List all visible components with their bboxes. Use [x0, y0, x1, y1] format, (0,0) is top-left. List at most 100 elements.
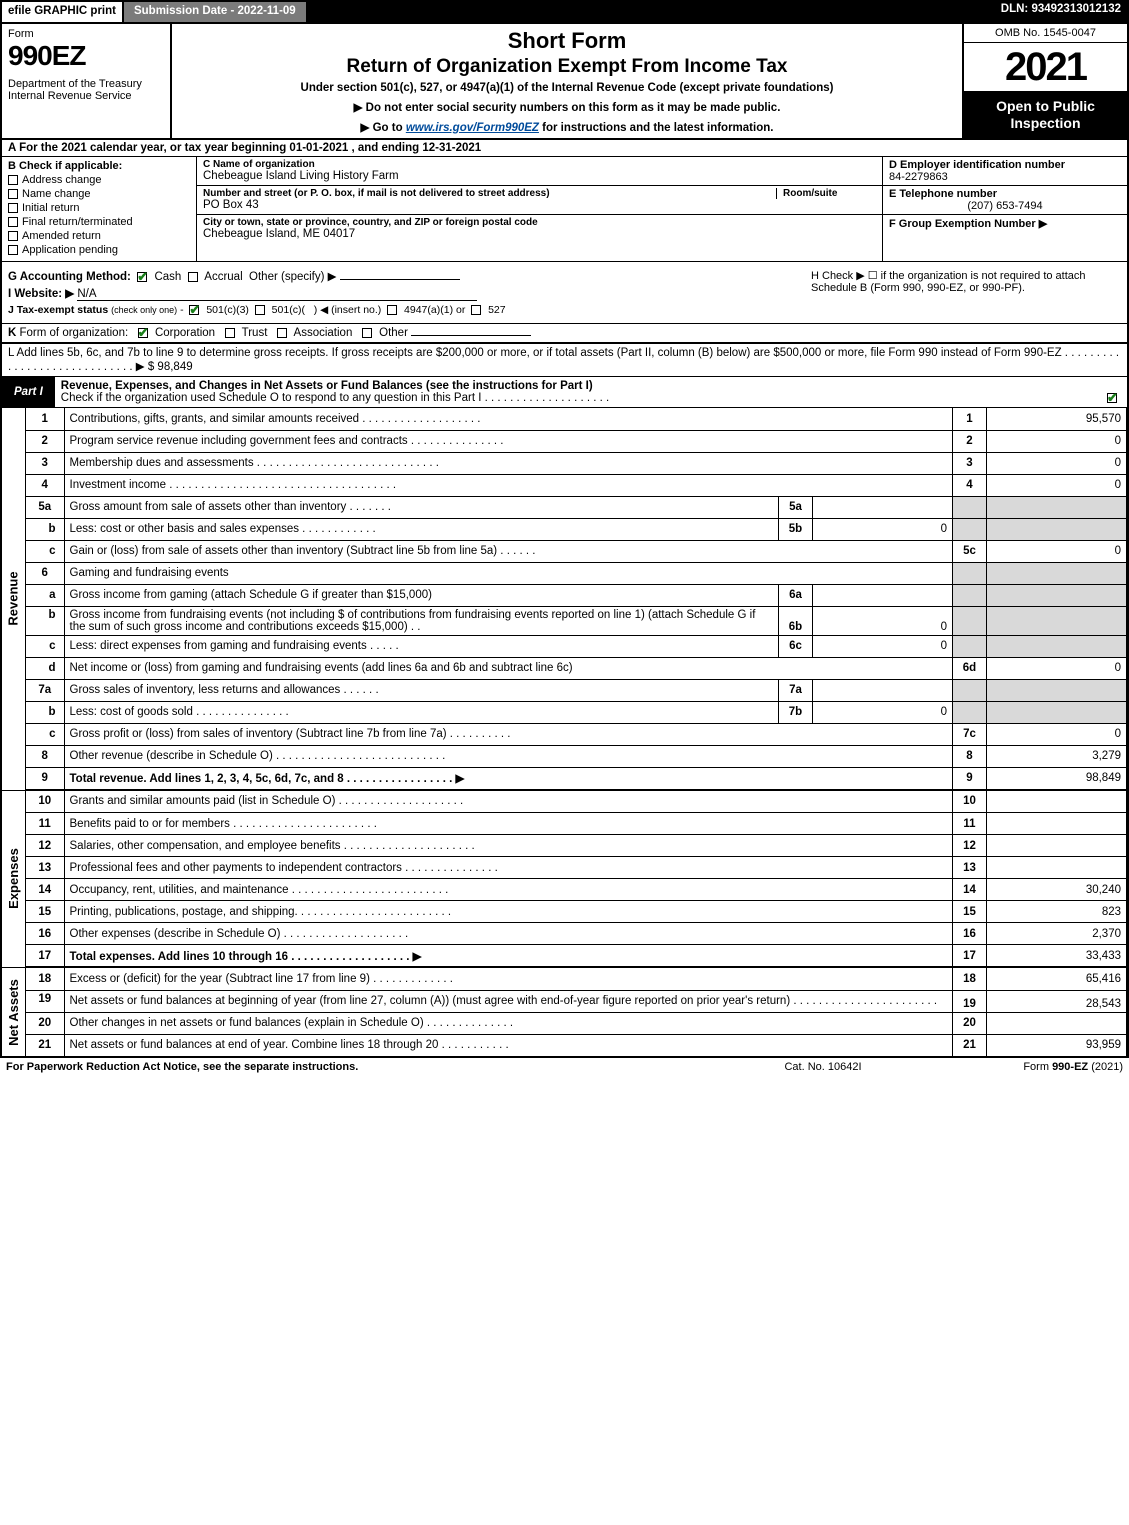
top-bar: efile GRAPHIC print Submission Date - 20… — [0, 0, 1129, 24]
chk-501c[interactable] — [255, 305, 265, 315]
city-label: City or town, state or province, country… — [203, 217, 876, 228]
submission-date: Submission Date - 2022-11-09 — [124, 0, 308, 24]
section-c-wrap: C Name of organization Chebeague Island … — [197, 157, 1127, 261]
chk-527[interactable] — [471, 305, 481, 315]
section-e: E Telephone number (207) 653-7494 — [882, 186, 1127, 215]
chk-4947[interactable] — [387, 305, 397, 315]
form-number: 990EZ — [8, 40, 164, 72]
e-label: E Telephone number — [889, 188, 1121, 200]
other-label: Other (specify) ▶ — [249, 271, 336, 283]
section-c-street: Number and street (or P. O. box, if mail… — [197, 186, 882, 215]
tax-year: 2021 — [964, 43, 1127, 92]
part-i-label: Part I — [2, 383, 55, 401]
footer-formref: Form 990-EZ (2021) — [923, 1061, 1123, 1073]
dln: DLN: 93492313012132 — [993, 0, 1129, 24]
revenue-section: Revenue 1Contributions, gifts, grants, a… — [2, 408, 1127, 791]
chk-address-change[interactable]: Address change — [8, 174, 190, 186]
line-11: 11Benefits paid to or for members . . . … — [26, 813, 1127, 835]
line-6a: aGross income from gaming (attach Schedu… — [26, 584, 1127, 606]
expenses-section: Expenses 10Grants and similar amounts pa… — [2, 791, 1127, 969]
city-state-zip: Chebeague Island, ME 04017 — [203, 228, 876, 240]
net-assets-side-label: Net Assets — [2, 968, 26, 1056]
part-i-check-text: Check if the organization used Schedule … — [61, 392, 1101, 404]
chk-application-pending[interactable]: Application pending — [8, 244, 190, 256]
footer-paperwork: For Paperwork Reduction Act Notice, see … — [6, 1061, 723, 1073]
omb-number: OMB No. 1545-0047 — [964, 24, 1127, 43]
header-left: Form 990EZ Department of the Treasury In… — [2, 24, 172, 138]
row-g-h: H Check ▶ ☐ if the organization is not r… — [8, 269, 1121, 283]
chk-accrual[interactable] — [188, 272, 198, 282]
line-6c: cLess: direct expenses from gaming and f… — [26, 635, 1127, 657]
form-label: Form — [8, 28, 164, 40]
chk-cash[interactable] — [137, 272, 147, 282]
subtitle: Under section 501(c), 527, or 4947(a)(1)… — [180, 82, 954, 94]
other-org-input[interactable] — [411, 335, 531, 336]
line-7c: cGross profit or (loss) from sales of in… — [26, 723, 1127, 745]
expenses-table: 10Grants and similar amounts paid (list … — [26, 791, 1127, 968]
section-d: D Employer identification number 84-2279… — [882, 157, 1127, 186]
ssn-note: ▶ Do not enter social security numbers o… — [180, 100, 954, 114]
section-b: B Check if applicable: Address change Na… — [2, 157, 197, 261]
line-8: 8Other revenue (describe in Schedule O) … — [26, 745, 1127, 767]
rows-g-h-i-j: H Check ▶ ☐ if the organization is not r… — [2, 262, 1127, 324]
irs-link[interactable]: www.irs.gov/Form990EZ — [406, 122, 539, 134]
line-6d: dNet income or (loss) from gaming and fu… — [26, 657, 1127, 679]
section-b-through-f: B Check if applicable: Address change Na… — [2, 157, 1127, 262]
footer-catno: Cat. No. 10642I — [723, 1061, 923, 1073]
line-10: 10Grants and similar amounts paid (list … — [26, 791, 1127, 813]
row-l: L Add lines 5b, 6c, and 7b to line 9 to … — [2, 344, 1127, 377]
chk-trust[interactable] — [225, 328, 235, 338]
line-1: 1Contributions, gifts, grants, and simil… — [26, 408, 1127, 430]
efile-label[interactable]: efile GRAPHIC print — [0, 0, 124, 24]
c-label: C Name of organization — [203, 159, 876, 170]
section-c-name: C Name of organization Chebeague Island … — [197, 157, 882, 186]
line-12: 12Salaries, other compensation, and empl… — [26, 835, 1127, 857]
line-7a: 7aGross sales of inventory, less returns… — [26, 679, 1127, 701]
revenue-table: 1Contributions, gifts, grants, and simil… — [26, 408, 1127, 790]
d-label: D Employer identification number — [889, 159, 1121, 171]
net-assets-table: 18Excess or (deficit) for the year (Subt… — [26, 968, 1127, 1056]
section-f: F Group Exemption Number ▶ — [882, 215, 1127, 261]
other-specify-input[interactable] — [340, 279, 460, 280]
title-short-form: Short Form — [180, 28, 954, 54]
street-label: Number and street (or P. O. box, if mail… — [203, 188, 776, 199]
chk-corporation[interactable] — [138, 328, 148, 338]
line-16: 16Other expenses (describe in Schedule O… — [26, 923, 1127, 945]
row-j: J Tax-exempt status (check only one) - 5… — [8, 304, 1121, 316]
chk-schedule-o[interactable] — [1107, 393, 1117, 403]
line-5a: 5aGross amount from sale of assets other… — [26, 496, 1127, 518]
chk-501c3[interactable] — [189, 305, 199, 315]
note2-post: for instructions and the latest informat… — [539, 122, 774, 134]
chk-final-return[interactable]: Final return/terminated — [8, 216, 190, 228]
row-a-tax-year: A For the 2021 calendar year, or tax yea… — [2, 140, 1127, 157]
line-21: 21Net assets or fund balances at end of … — [26, 1034, 1127, 1056]
street-address: PO Box 43 — [203, 199, 876, 211]
line-9: 9Total revenue. Add lines 1, 2, 3, 4, 5c… — [26, 767, 1127, 789]
section-c-city: City or town, state or province, country… — [197, 215, 882, 261]
instructions-note: ▶ Go to www.irs.gov/Form990EZ for instru… — [180, 120, 954, 134]
form-header: Form 990EZ Department of the Treasury In… — [2, 24, 1127, 140]
chk-amended-return[interactable]: Amended return — [8, 230, 190, 242]
chk-association[interactable] — [277, 328, 287, 338]
line-14: 14Occupancy, rent, utilities, and mainte… — [26, 879, 1127, 901]
line-7b: bLess: cost of goods sold . . . . . . . … — [26, 701, 1127, 723]
cash-label: Cash — [154, 271, 181, 283]
line-5c: cGain or (loss) from sale of assets othe… — [26, 540, 1127, 562]
row-h: H Check ▶ ☐ if the organization is not r… — [811, 269, 1121, 294]
chk-initial-return[interactable]: Initial return — [8, 202, 190, 214]
part-i-header: Part I Revenue, Expenses, and Changes in… — [2, 377, 1127, 408]
page-footer: For Paperwork Reduction Act Notice, see … — [0, 1058, 1129, 1076]
chk-name-change[interactable]: Name change — [8, 188, 190, 200]
part-i-title: Revenue, Expenses, and Changes in Net As… — [55, 377, 1127, 392]
line-17: 17Total expenses. Add lines 10 through 1… — [26, 945, 1127, 967]
room-label: Room/suite — [776, 188, 876, 199]
f-label: F Group Exemption Number ▶ — [889, 218, 1047, 230]
g-label: G Accounting Method: — [8, 271, 131, 283]
net-assets-section: Net Assets 18Excess or (deficit) for the… — [2, 968, 1127, 1056]
expenses-side-label: Expenses — [2, 791, 26, 968]
header-middle: Short Form Return of Organization Exempt… — [172, 24, 962, 138]
line-5b: bLess: cost or other basis and sales exp… — [26, 518, 1127, 540]
spacer — [308, 0, 993, 24]
row-k: K Form of organization: Corporation Trus… — [2, 324, 1127, 344]
chk-other-org[interactable] — [362, 328, 372, 338]
